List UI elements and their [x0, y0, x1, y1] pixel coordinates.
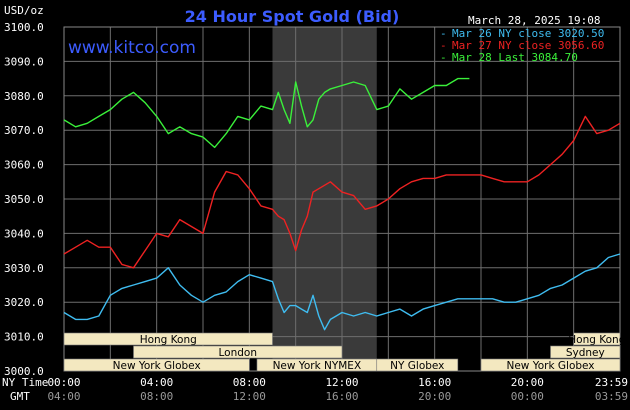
- series-line-mar27: [63, 115, 621, 269]
- x-axis-tick-labels: 00:00 04:00 08:00 12:00 16:00 20:00 23:5904:00…: [47, 376, 628, 403]
- session-box: [480, 358, 621, 372]
- session-label: Sydney: [566, 347, 605, 359]
- x-tick-label-ny: 23:59: [595, 376, 628, 389]
- legend-dash: -: [440, 27, 447, 40]
- session-box: [63, 358, 250, 372]
- legend: - Mar 26 NY close 3020.50 - Mar 27 NY cl…: [440, 27, 604, 64]
- x-tick-label-ny: 16:00: [418, 376, 451, 389]
- x-tick-label-ny: 00:00: [47, 376, 80, 389]
- x-tick-label-ny: 04:00: [140, 376, 173, 389]
- y-tick-label: 3000.0: [4, 365, 44, 378]
- legend-dash: -: [440, 51, 447, 64]
- session-label: NY Globex: [390, 360, 444, 372]
- x-tick-label-ny: 12:00: [325, 376, 358, 389]
- website-link[interactable]: www.kitco.com: [68, 38, 196, 58]
- x-tick-label-gmt: 16:00: [325, 390, 358, 403]
- x-tick-label-gmt: 03:59: [595, 390, 628, 403]
- y-tick-label: 3010.0: [4, 331, 44, 344]
- legend-item-mar28: Mar 28 Last 3084.70: [452, 51, 578, 64]
- chart-title: 24 Hour Spot Gold (Bid): [185, 7, 400, 26]
- y-tick-label: 3100.0: [4, 21, 44, 34]
- y-tick-label: 3030.0: [4, 262, 44, 275]
- session-label: Hong Kong: [140, 334, 197, 346]
- x-tick-label-gmt: 04:00: [47, 390, 80, 403]
- y-tick-label: 3080.0: [4, 90, 44, 103]
- ny-time-label: NY Time: [2, 376, 48, 389]
- gmt-label: GMT: [10, 390, 30, 403]
- y-tick-label: 3060.0: [4, 159, 44, 172]
- session-label: Hong Kong: [568, 334, 625, 346]
- y-axis-tick-labels: 3000.0 3010.0 3020.0 3030.0 3040.0 3050.0 3060…: [4, 21, 44, 378]
- session-label: New York Globex: [506, 360, 594, 372]
- price-series: [63, 77, 621, 331]
- x-tick-label-gmt: 00:00: [511, 390, 544, 403]
- y-tick-label: 3070.0: [4, 124, 44, 137]
- x-tick-label-ny: 20:00: [511, 376, 544, 389]
- legend-item-mar26: Mar 26 NY close 3020.50: [452, 27, 604, 40]
- series-line-mar26: [63, 253, 621, 331]
- x-tick-label-gmt: 20:00: [418, 390, 451, 403]
- units-label: USD/oz: [4, 4, 44, 17]
- series-line-mar28: [63, 77, 470, 149]
- timestamp: March 28, 2025 19:08: [468, 14, 600, 27]
- legend-item-mar27: Mar 27 NY close 3056.60: [452, 39, 604, 52]
- y-tick-label: 3050.0: [4, 193, 44, 206]
- y-tick-label: 3090.0: [4, 55, 44, 68]
- session-box: [550, 345, 621, 359]
- session-box: [573, 332, 621, 346]
- session-label: New York NYMEX: [273, 360, 362, 372]
- x-tick-label-gmt: 08:00: [140, 390, 173, 403]
- x-tick-label-gmt: 12:00: [233, 390, 266, 403]
- session-label: New York Globex: [113, 360, 201, 372]
- y-tick-label: 3040.0: [4, 227, 44, 240]
- session-box: [63, 332, 273, 346]
- session-box: [133, 345, 343, 359]
- y-tick-label: 3020.0: [4, 296, 44, 309]
- session-label: London: [219, 347, 258, 359]
- x-tick-label-ny: 08:00: [233, 376, 266, 389]
- legend-dash: -: [440, 39, 447, 52]
- session-box: [376, 358, 459, 372]
